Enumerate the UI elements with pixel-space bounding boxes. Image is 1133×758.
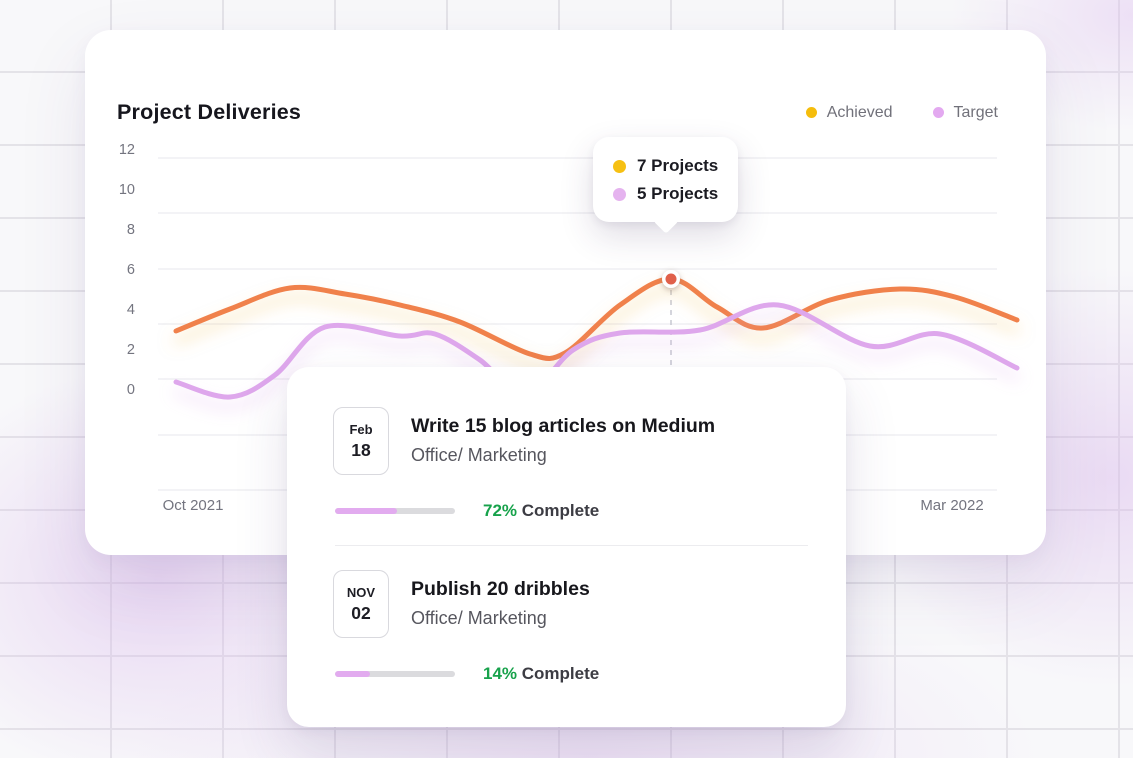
date-day: 18 [351,439,371,460]
legend-label: Achieved [826,103,893,121]
complete-label: Complete [521,501,600,520]
date-badge: Feb 18 [333,407,389,475]
tooltip-row-achieved: 7 Projects [613,152,718,180]
achieved-dot-icon [805,107,817,118]
highlighted-data-point[interactable] [662,270,680,288]
legend-label: Target [953,103,998,121]
x-axis-label-end: Mar 2022 [920,497,984,514]
target-dot-icon [613,187,626,201]
y-tick-label: 10 [118,182,135,198]
percent-value: 72% [483,501,518,520]
percent-value: 14% [483,664,518,683]
y-tick-label: 12 [118,142,135,158]
progress-bar [335,671,455,677]
task-category: Office/ Marketing [411,445,547,465]
date-month: Feb [349,421,373,437]
progress-text: 72% Complete [483,501,599,521]
task-title: Publish 20 dribbles [411,578,590,600]
task-item-blog-articles[interactable]: Feb 18 Write 15 blog articles on Medium … [333,407,812,475]
date-badge: NOV 02 [333,570,389,638]
legend-item-achieved[interactable]: Achieved [805,103,893,122]
series-line-achieved [173,276,1020,362]
task-item-dribbles[interactable]: NOV 02 Publish 20 dribbles Office/ Marke… [333,570,812,638]
task-title: Write 15 blog articles on Medium [411,415,716,437]
chart-tooltip: 7 Projects 5 Projects [593,137,739,222]
y-tick-label: 4 [126,302,135,318]
task-progress: 14% Complete [335,664,812,684]
progress-text: 14% Complete [483,664,599,684]
task-progress: 72% Complete [335,501,812,521]
y-tick-label: 2 [126,342,135,358]
x-axis-label-start: Oct 2021 [162,497,224,514]
y-tick-label: 6 [126,262,135,278]
tooltip-row-target: 5 Projects [613,180,718,208]
task-text: Write 15 blog articles on Medium Office/… [411,407,715,470]
chart-legend: Achieved Target [805,103,998,122]
complete-label: Complete [521,664,600,683]
tooltip-value: 7 Projects [637,156,719,175]
y-tick-label: 8 [126,222,135,238]
progress-bar [335,508,455,514]
task-category: Office/ Marketing [411,608,547,628]
progress-fill [335,508,398,514]
tasks-card: Feb 18 Write 15 blog articles on Medium … [287,367,846,727]
page-title: Project Deliveries [117,100,302,124]
task-text: Publish 20 dribbles Office/ Marketing [411,570,590,633]
divider [335,545,808,546]
y-tick-label: 0 [126,382,135,398]
achieved-dot-icon [613,159,626,173]
tooltip-value: 5 Projects [637,184,719,203]
target-dot-icon [932,107,944,118]
date-day: 02 [351,602,371,623]
date-month: NOV [346,584,376,600]
progress-fill [335,671,370,677]
legend-item-target[interactable]: Target [932,103,998,122]
